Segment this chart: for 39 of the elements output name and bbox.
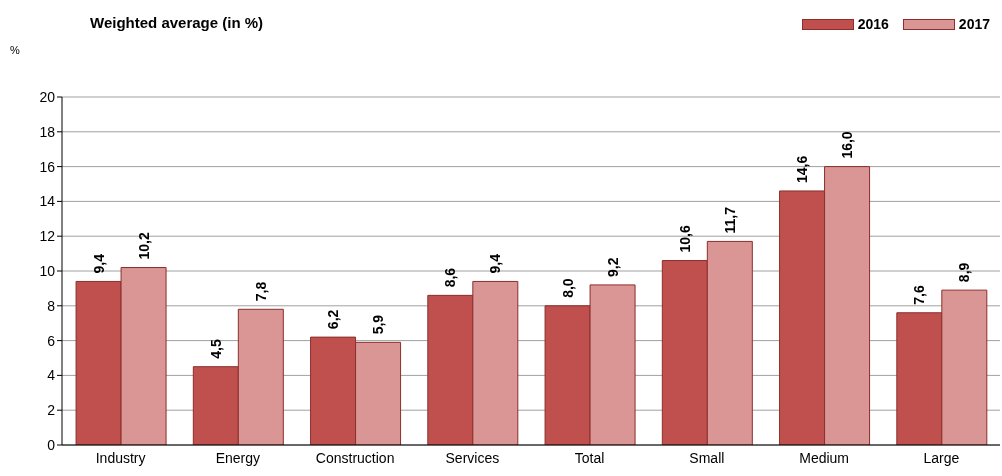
data-label: 4,5 bbox=[207, 339, 224, 359]
data-label: 7,6 bbox=[911, 285, 928, 305]
data-label: 8,9 bbox=[956, 262, 973, 283]
y-tick-label: 6 bbox=[47, 332, 56, 349]
x-tick-label: Industry bbox=[95, 449, 146, 466]
y-tick-label: 12 bbox=[39, 228, 56, 245]
data-label: 6,2 bbox=[325, 309, 342, 330]
data-label: 9,2 bbox=[604, 257, 621, 277]
x-tick-label: Small bbox=[689, 449, 725, 466]
y-tick-label: 2 bbox=[47, 402, 56, 419]
x-tick-label: Construction bbox=[315, 449, 395, 466]
data-label: 10,6 bbox=[676, 225, 693, 253]
data-label: 8,0 bbox=[559, 278, 576, 298]
x-tick-label: Large bbox=[923, 449, 960, 466]
y-tick-label: 4 bbox=[47, 367, 56, 384]
data-label: 11,7 bbox=[721, 206, 738, 234]
data-label: 16,0 bbox=[839, 131, 856, 159]
y-tick-label: 8 bbox=[47, 297, 56, 314]
y-tick-label: 18 bbox=[39, 123, 56, 140]
data-label: 14,6 bbox=[794, 155, 811, 183]
x-tick-label: Total bbox=[574, 449, 605, 466]
x-tick-label: Services bbox=[445, 449, 500, 466]
data-label: 10,2 bbox=[135, 232, 152, 260]
data-label: 9,4 bbox=[90, 253, 107, 274]
x-tick-label: Medium bbox=[799, 449, 850, 466]
y-tick-label: 16 bbox=[39, 158, 56, 175]
y-tick-label: 20 bbox=[39, 88, 56, 105]
data-label: 9,4 bbox=[487, 253, 504, 274]
y-tick-label: 0 bbox=[47, 436, 56, 453]
y-tick-label: 10 bbox=[39, 262, 56, 279]
data-label: 8,6 bbox=[442, 267, 459, 288]
data-label: 5,9 bbox=[370, 314, 387, 335]
data-label: 7,8 bbox=[252, 281, 269, 302]
x-tick-label: Energy bbox=[215, 449, 261, 466]
y-tick-label: 14 bbox=[39, 193, 56, 210]
legend-label: 2017 bbox=[958, 16, 990, 32]
y-axis-title: % bbox=[10, 44, 20, 56]
chart-title: Weighted average (in %) bbox=[90, 14, 264, 31]
legend-label: 2016 bbox=[857, 16, 889, 32]
